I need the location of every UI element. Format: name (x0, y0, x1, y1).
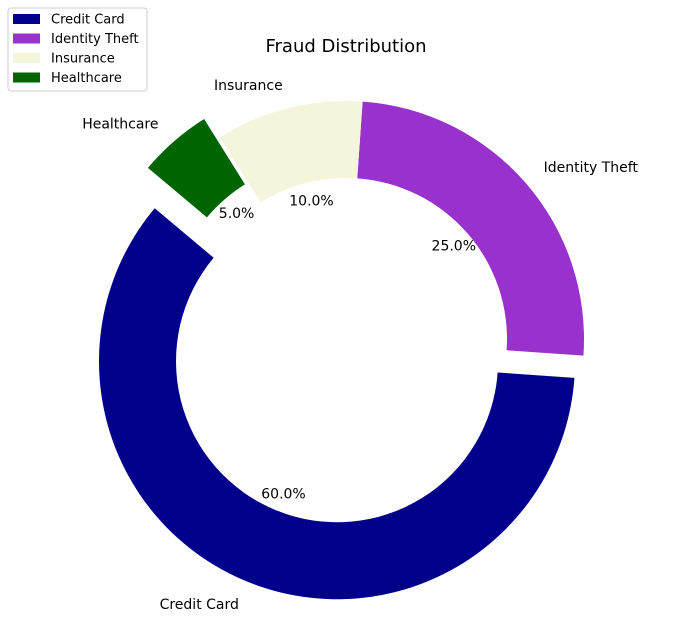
slice-label-healthcare: Healthcare (82, 116, 158, 132)
slice-insurance (219, 100, 363, 203)
legend-swatch-healthcare (13, 72, 40, 83)
legend-label-healthcare: Healthcare (51, 71, 122, 86)
slice-labels: Credit Card Identity Theft Insurance Health… (82, 78, 638, 613)
legend-swatch-insurance (13, 53, 40, 63)
legend-label-credit-card: Credit Card (51, 13, 125, 28)
legend-label-insurance: Insurance (51, 52, 115, 67)
pct-label-healthcare: 5.0% (219, 206, 255, 222)
legend-swatch-credit-card (13, 14, 40, 24)
slice-label-credit-card: Credit Card (160, 597, 239, 613)
slice-healthcare (147, 119, 245, 218)
percent-labels: 60.0% 25.0% 10.0% 5.0% (219, 193, 476, 502)
pct-label-insurance: 10.0% (289, 193, 333, 209)
slice-label-insurance: Insurance (214, 78, 283, 94)
slice-label-identity-theft: Identity Theft (544, 160, 639, 176)
slice-credit-card (99, 208, 575, 600)
pct-label-identity-theft: 25.0% (432, 238, 476, 254)
donut-slices (99, 100, 584, 600)
legend: Credit Card Identity Theft Insurance Health… (7, 7, 148, 92)
legend-box (7, 7, 148, 92)
chart-title: Fraud Distribution (265, 36, 426, 57)
legend-label-identity-theft: Identity Theft (51, 32, 139, 47)
pct-label-credit-card: 60.0% (261, 487, 305, 503)
legend-swatch-identity-theft (13, 33, 40, 44)
slice-identity-theft (357, 101, 584, 356)
